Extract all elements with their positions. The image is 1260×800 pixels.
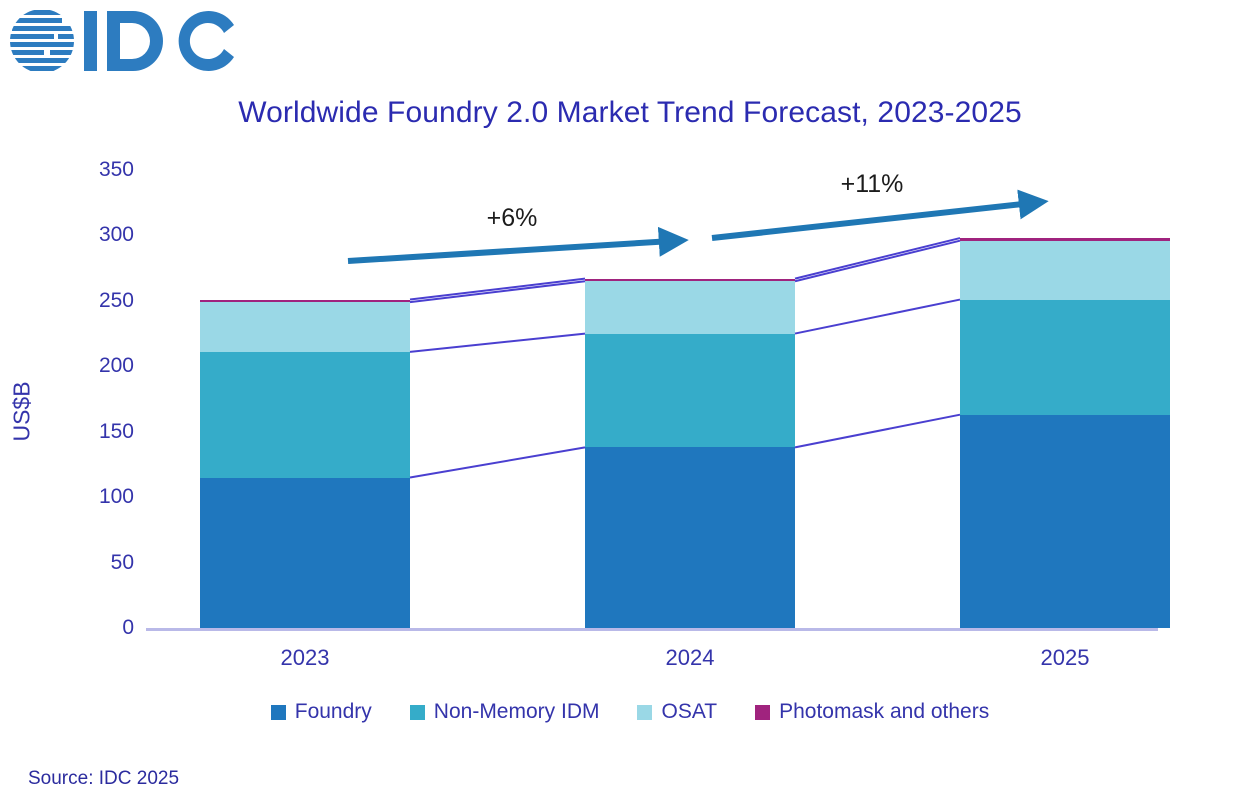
y-tick-label: 50 <box>110 550 134 574</box>
bar-segment <box>960 238 1170 241</box>
connector-line <box>409 332 586 353</box>
growth-label-2024-2025: +11% <box>840 170 904 198</box>
logo-letter-c <box>178 11 234 71</box>
legend-swatch-icon <box>270 704 286 720</box>
legend-label: Non-Memory IDM <box>433 700 600 723</box>
legend-label: Foundry <box>294 700 372 723</box>
x-tick-label: 2024 <box>665 645 715 670</box>
connector-line <box>409 446 586 479</box>
y-tick-label: 300 <box>98 223 134 247</box>
y-tick-label: 250 <box>98 288 134 312</box>
logo-letter-d <box>107 11 163 71</box>
y-tick-label: 200 <box>98 354 134 378</box>
legend-item[interactable]: Non-Memory IDM <box>409 700 600 724</box>
logo-letter-i <box>84 11 97 71</box>
source-note: Source: IDC 2025 <box>28 768 180 789</box>
bar-segment <box>200 302 410 352</box>
legend-label: Photomask and others <box>779 700 990 723</box>
bar-segment <box>585 281 795 334</box>
bar-segment <box>960 240 1170 300</box>
globe-icon <box>10 10 74 71</box>
growth-label-2023-2024: +6% <box>486 204 538 232</box>
legend-swatch-icon <box>755 704 771 720</box>
legend-label: OSAT <box>661 700 718 723</box>
legend-item[interactable]: Photomask and others <box>755 700 989 724</box>
bar-segment <box>585 447 795 628</box>
chart-title: Worldwide Foundry 2.0 Market Trend Forec… <box>238 96 1022 129</box>
y-axis-label: US$B <box>8 381 35 442</box>
growth-arrow-2023-2024 <box>347 226 689 264</box>
x-tick-label: 2023 <box>280 645 330 670</box>
bar-segment <box>960 299 1170 415</box>
bar-segment <box>585 333 795 448</box>
legend-swatch-icon <box>637 704 653 720</box>
x-tick-label: 2025 <box>1040 645 1090 670</box>
growth-arrow-2024-2025 <box>711 189 1049 241</box>
chart-legend: Foundry Non-Memory IDM OSAT Photomask and o… <box>0 700 1260 724</box>
bar-segment <box>585 278 795 282</box>
y-tick-label: 0 <box>122 616 134 639</box>
y-tick-label: 350 <box>98 158 134 181</box>
legend-item[interactable]: Foundry <box>270 700 372 724</box>
legend-swatch-icon <box>409 704 425 720</box>
connector-line <box>794 239 961 283</box>
connector-line <box>409 277 586 301</box>
bar-segment <box>200 299 410 303</box>
legend-item[interactable]: OSAT <box>637 700 717 724</box>
connector-line <box>794 237 961 280</box>
connector-line <box>794 413 961 449</box>
connector-line <box>409 280 586 304</box>
bar-segment <box>200 351 410 478</box>
y-axis-ticks: 0 50 100 150 200 250 300 350 <box>78 0 134 800</box>
connector-line <box>794 298 961 335</box>
x-axis-line <box>146 628 1158 631</box>
bar-segment <box>200 477 410 628</box>
idc-logo <box>8 8 238 76</box>
bar-segment <box>960 414 1170 628</box>
y-tick-label: 100 <box>98 485 134 509</box>
y-tick-label: 150 <box>98 419 134 443</box>
